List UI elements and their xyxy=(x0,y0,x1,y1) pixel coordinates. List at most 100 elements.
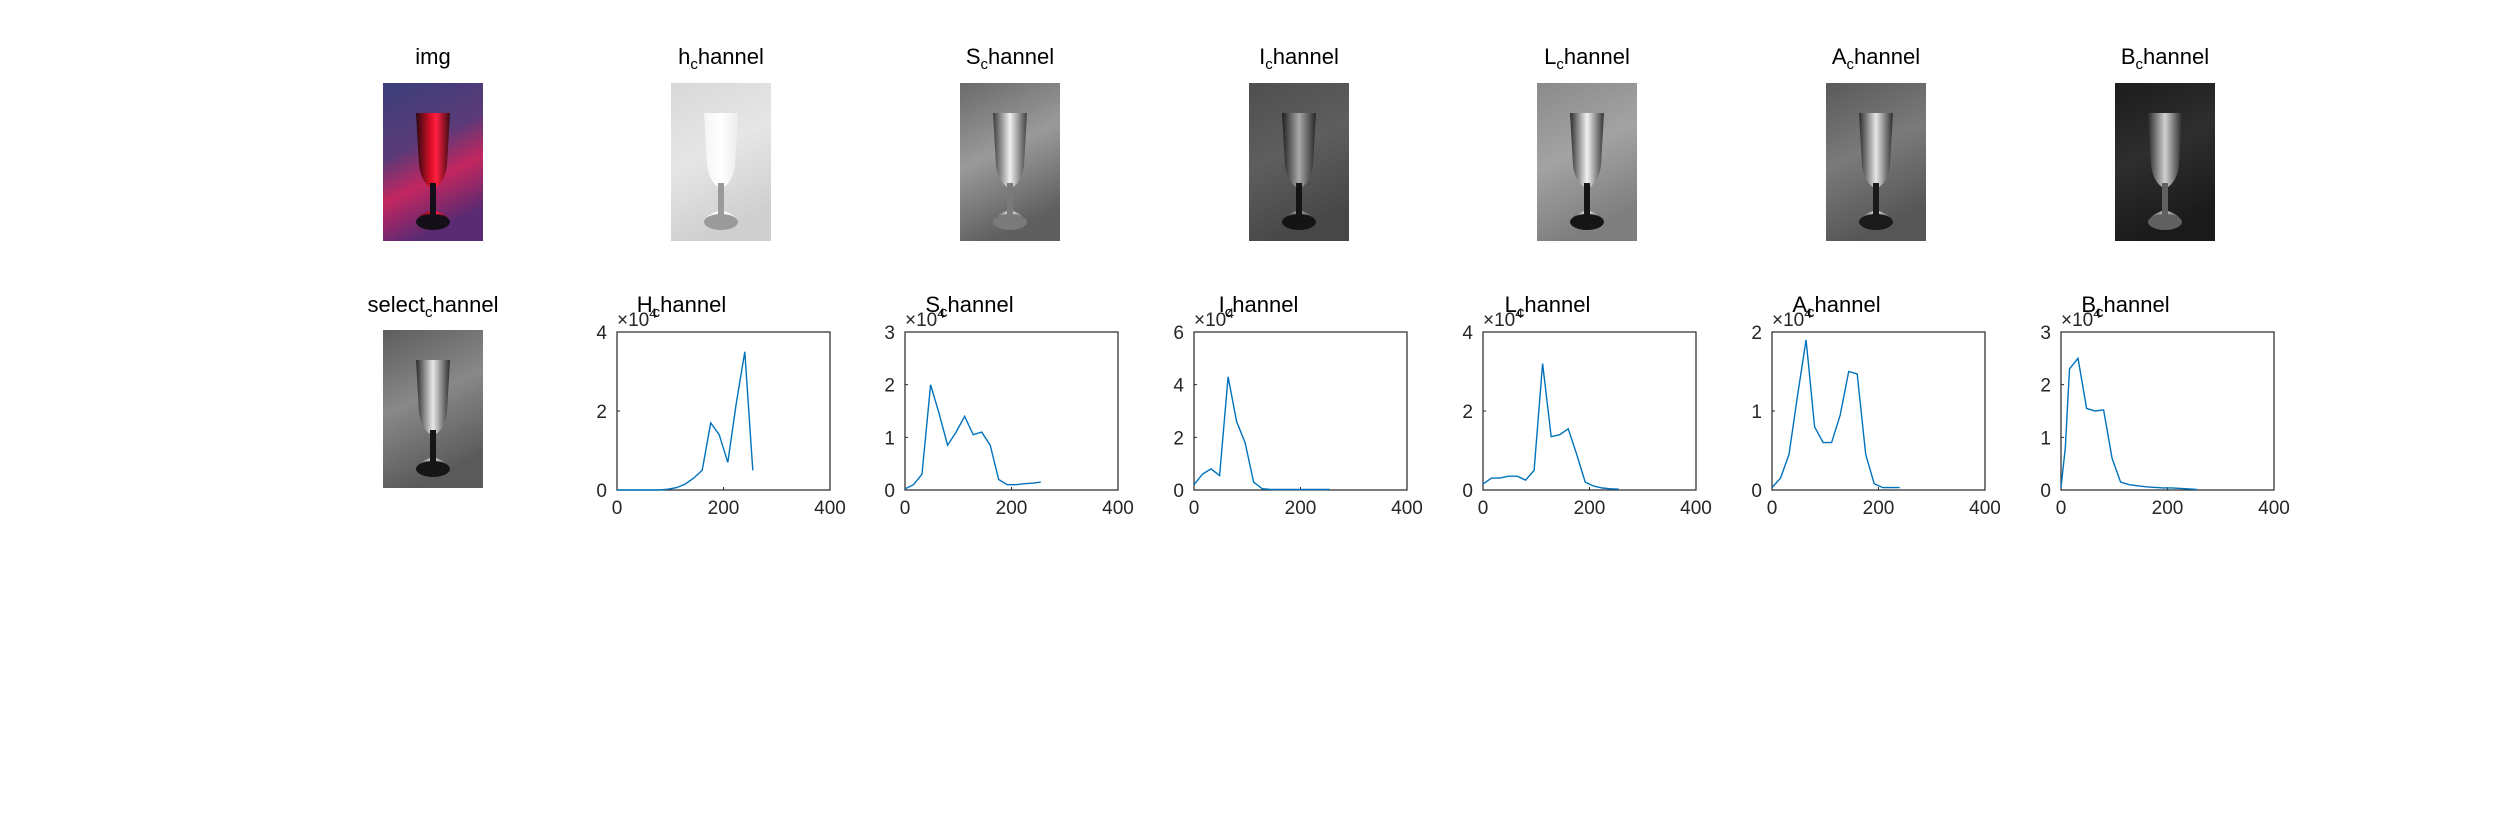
image-title-s: Schannel xyxy=(965,44,1055,72)
y-tick-label-l-0: 0 xyxy=(1462,481,1473,502)
image-title-b: Bchannel xyxy=(2120,44,2210,73)
series-line-b xyxy=(2060,356,2197,491)
plot-title-h: Hchannel xyxy=(637,292,727,321)
plot-title-s: Schannel xyxy=(925,292,1014,321)
plot-title-a-main: A xyxy=(1792,292,1808,317)
plot-title-l-subscript: c xyxy=(1516,304,1525,321)
image-title-select-rest: hannel xyxy=(432,292,499,317)
image-title-h: hchannel xyxy=(678,44,764,72)
image-title-i: Ichannel xyxy=(1259,44,1339,73)
y-tick-label-b-3: 3 xyxy=(2040,323,2051,344)
image-title-l: Lchannel xyxy=(1544,44,1630,73)
y-tick-label-a-2: 2 xyxy=(1751,323,1762,344)
x-tick-label-b-1: 200 xyxy=(2152,498,2184,519)
x-tick-label-h-1: 200 xyxy=(708,498,740,519)
y-tick-label-b-2: 2 xyxy=(2040,376,2051,397)
y-tick-label-h-1: 2 xyxy=(596,402,607,423)
image-title-s-rest: hannel xyxy=(988,44,1055,69)
plot-title-i-subscript: c xyxy=(1224,304,1233,321)
image-title-h-main: h xyxy=(678,44,691,69)
y-tick-label-i-1: 2 xyxy=(1173,428,1184,449)
plot-title-a-subscript: c xyxy=(1807,304,1815,321)
plot-title-i: Ichannel xyxy=(1218,292,1299,321)
image-title-select-subscript: c xyxy=(424,304,433,321)
x-tick-label-b-2: 400 xyxy=(2258,498,2290,519)
image-title-b-rest: hannel xyxy=(2143,44,2210,69)
image-title-a: Achannel xyxy=(1832,44,1921,73)
x-tick-label-i-0: 0 xyxy=(1189,498,1200,519)
plot-title-h-subscript: c xyxy=(652,304,661,321)
series-line-i xyxy=(1193,376,1330,491)
x-tick-label-s-0: 0 xyxy=(900,498,911,519)
plot-title-s-main: S xyxy=(925,292,941,317)
image-select xyxy=(383,330,483,488)
y-tick-label-i-2: 4 xyxy=(1173,376,1184,397)
exponent-label-i: ×104 xyxy=(1194,305,1234,331)
plot-title-b-subscript: c xyxy=(2096,304,2104,321)
series-line-a xyxy=(1771,339,1900,489)
y-tick-label-s-1: 1 xyxy=(884,428,895,449)
x-tick-label-a-0: 0 xyxy=(1767,498,1778,519)
plot-axes-s xyxy=(904,331,1119,491)
y-tick-label-b-1: 1 xyxy=(2040,428,2051,449)
plot-title-l-rest: hannel xyxy=(1524,292,1591,317)
plot-title-s-subscript: c xyxy=(940,304,948,321)
y-tick-label-s-0: 0 xyxy=(884,481,895,502)
y-tick-label-a-0: 0 xyxy=(1751,481,1762,502)
image-title-select-main: select xyxy=(367,292,425,317)
plot-title-b-rest: hannel xyxy=(2103,292,2170,317)
plot-title-i-main: I xyxy=(1218,292,1225,317)
y-tick-label-i-3: 6 xyxy=(1173,323,1184,344)
series-line-s xyxy=(904,384,1041,490)
plot-title-i-rest: hannel xyxy=(1232,292,1299,317)
image-i xyxy=(1249,83,1349,241)
image-title-l-rest: hannel xyxy=(1563,44,1630,69)
y-tick-label-b-0: 0 xyxy=(2040,481,2051,502)
y-tick-label-s-3: 3 xyxy=(884,323,895,344)
y-tick-label-h-2: 4 xyxy=(596,323,607,344)
image-title-a-rest: hannel xyxy=(1854,44,1921,69)
image-title-img: img xyxy=(415,44,450,70)
series-line-l xyxy=(1482,363,1619,490)
image-title-b-subscript: c xyxy=(2135,56,2144,73)
image-l xyxy=(1537,83,1637,241)
y-tick-label-a-1: 1 xyxy=(1751,402,1762,423)
x-tick-label-l-1: 200 xyxy=(1574,498,1606,519)
x-tick-label-s-2: 400 xyxy=(1102,498,1134,519)
x-tick-label-i-2: 400 xyxy=(1391,498,1423,519)
plot-title-l-main: L xyxy=(1504,292,1517,317)
image-title-img-main: img xyxy=(415,44,451,69)
plot-title-s-rest: hannel xyxy=(947,292,1014,317)
image-title-l-subscript: c xyxy=(1556,56,1564,73)
x-tick-label-s-1: 200 xyxy=(996,498,1028,519)
x-tick-label-i-1: 200 xyxy=(1285,498,1317,519)
x-tick-label-b-0: 0 xyxy=(2056,498,2067,519)
x-tick-label-h-0: 0 xyxy=(612,498,623,519)
x-tick-label-a-1: 200 xyxy=(1863,498,1895,519)
plot-axes-l xyxy=(1482,331,1697,491)
image-title-select: selectchannel xyxy=(367,292,499,321)
image-title-i-main: I xyxy=(1259,44,1266,69)
image-title-i-rest: hannel xyxy=(1272,44,1339,69)
image-b xyxy=(2115,83,2215,241)
y-tick-label-l-2: 4 xyxy=(1462,323,1473,344)
plot-title-h-rest: hannel xyxy=(660,292,727,317)
y-tick-label-i-0: 0 xyxy=(1173,481,1184,502)
series-line-h xyxy=(617,351,754,491)
plot-axes-h xyxy=(616,331,831,491)
plot-title-b-main: B xyxy=(2081,292,2097,317)
image-title-i-subscript: c xyxy=(1265,56,1273,73)
plot-title-l: Lchannel xyxy=(1504,292,1591,321)
plot-title-b: Bchannel xyxy=(2081,292,2170,321)
image-s xyxy=(960,83,1060,241)
image-img xyxy=(383,83,483,241)
image-title-a-subscript: c xyxy=(1846,56,1855,73)
image-h xyxy=(671,83,771,241)
x-tick-label-h-2: 400 xyxy=(814,498,846,519)
image-title-b-main: B xyxy=(2120,44,2136,69)
plot-axes-i xyxy=(1193,331,1408,491)
image-title-s-main: S xyxy=(965,44,981,69)
image-title-h-rest: hannel xyxy=(697,44,764,69)
